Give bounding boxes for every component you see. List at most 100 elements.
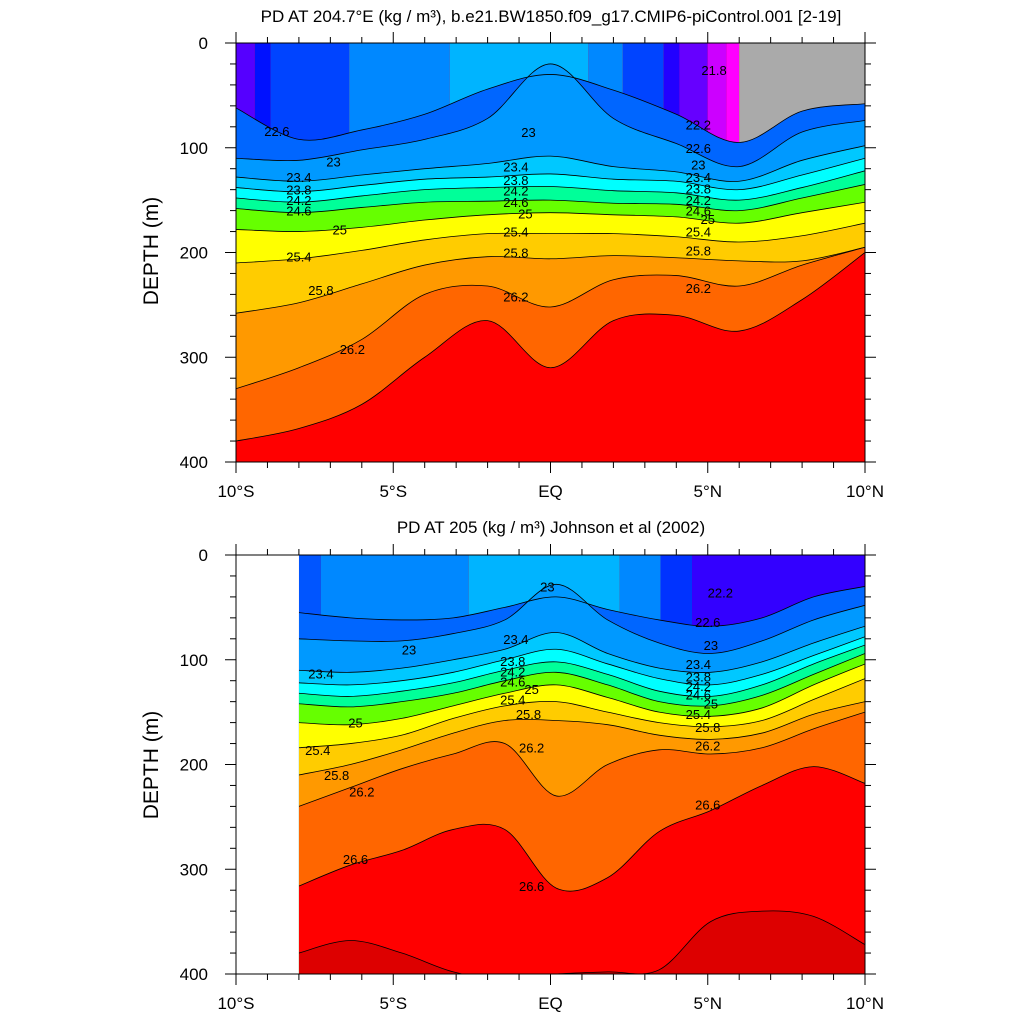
contour-label: 23 [540,579,554,594]
contour-line-22.6 [298,586,865,627]
contour-band-27 [298,910,865,974]
x-tick-label: 10°N [846,994,884,1013]
panel-2-y-axis-label: DEPTH (m) [140,711,163,820]
x-tick-label: EQ [538,482,563,501]
contour-label: 23 [704,638,718,653]
contour-label: 23 [402,642,416,657]
panel-1-title-text: PD AT 204.7°E (kg / m³), b.e21.BW1850.f0… [261,7,842,26]
contour-line-23 [298,583,865,654]
panel-1-plot: 22.62323.423.824.224.62525.425.826.22323… [180,32,884,501]
contour-line-25.4 [298,678,865,749]
contour-line-24.6 [236,184,865,214]
contour-label: 23.4 [686,170,711,185]
contour-label: 22.2 [708,586,733,601]
contour-label: 24.2 [500,664,525,679]
x-tick-label: 5°N [693,994,722,1013]
contour-label: 24.2 [686,193,711,208]
contour-label: 25.8 [695,720,720,735]
contour-line-26.6 [236,252,865,442]
contour-label: 26.2 [349,785,374,800]
contour-label: 23.4 [286,170,311,185]
x-tick-label: 5°N [693,482,722,501]
y-tick-label: 400 [180,453,208,472]
contour-line-23 [236,63,865,168]
x-tick-label: 10°S [217,994,254,1013]
contour-label: 25.4 [686,225,711,240]
panel-2-title: PD AT 205 (kg / m³) Johnson et al (2002) [397,518,705,537]
y-tick-label: 100 [180,651,208,670]
contour-label: 25 [348,716,362,731]
contour-label: 22.6 [695,615,720,630]
x-tick-label: 10°N [846,482,884,501]
y-tick-label: 400 [180,965,208,984]
contour-line-25.8 [236,246,865,314]
contour-line-27 [298,910,865,974]
contour-label: 26.2 [686,281,711,296]
contour-label: 26.6 [343,852,368,867]
contour-label: 25.8 [503,246,528,261]
contour-label: 25.8 [324,768,349,783]
contour-label: 26.6 [519,879,544,894]
contour-label: 26.2 [519,741,544,756]
contour-line-24.2 [298,644,865,698]
contour-line-24.6 [298,653,865,708]
panel-2-plot: 2323.42323.423.824.224.62525.425.82525.4… [180,544,884,1013]
contour-line-23.4 [298,625,865,673]
y-tick-label: 200 [180,244,208,263]
contour-label: 23 [521,125,535,140]
contour-label: 25 [524,682,538,697]
contour-label: 23 [326,154,340,169]
contour-label: 23.4 [308,666,333,681]
contour-label: 25.8 [308,283,333,298]
contour-label: 26.2 [503,289,528,304]
contour-line-25 [236,201,865,232]
contour-label: 25 [333,222,347,237]
panel-1-title: PD AT 204.7°E (kg / m³), b.e21.BW1850.f0… [261,7,842,26]
x-tick-label: 5°S [379,994,407,1013]
contour-label: 24.6 [686,687,711,702]
contour-label: 25.4 [503,225,528,240]
contour-line-22.6 [236,74,865,143]
panel-1-y-axis-label: DEPTH (m) [140,197,163,306]
contour-line-23.8 [236,157,865,193]
y-tick-label: 0 [199,546,208,565]
contour-label: 23 [691,158,705,173]
contour-label: 23.4 [686,657,711,672]
contour-label: 26.6 [695,797,720,812]
contour-label: 24.2 [686,679,711,694]
contour-band-26.6 [236,252,865,462]
contour-label: 23.8 [686,670,711,685]
contour-label: 24.6 [500,675,525,690]
contour-label: 22.6 [264,124,289,139]
contour-label: 25.4 [686,707,711,722]
contour-line-24.2 [236,170,865,203]
contour-label: 24.2 [286,193,311,208]
x-tick-label: 10°S [217,482,254,501]
contour-line-23.8 [298,636,865,686]
contour-label: 23.8 [503,173,528,188]
contour-label: 23.4 [503,160,528,175]
contour-label: 25 [701,212,715,227]
y-tick-label: 300 [180,348,208,367]
contour-line-23.4 [236,145,865,182]
contour-line-26.2 [298,711,865,807]
y-tick-label: 0 [199,34,208,53]
contour-label: 23.8 [286,183,311,198]
y-tick-label: 300 [180,860,208,879]
contour-label: 25.4 [286,250,311,265]
contour-label: 23.8 [500,654,525,669]
contour-label: 25.4 [305,743,330,758]
contour-label: 26.2 [695,739,720,754]
contour-label: 24.2 [503,184,528,199]
contour-line-25.8 [298,701,865,776]
contour-label: 26.2 [340,342,365,357]
contour-label: 25 [518,207,532,222]
contour-label: 24.6 [286,204,311,219]
contour-line-25.4 [236,222,865,264]
x-tick-label: 5°S [379,482,407,501]
contour-label: 25 [704,697,718,712]
contour-label: 25.8 [686,243,711,258]
contour-label: 24.6 [503,195,528,210]
panel-2-title-text: PD AT 205 (kg / m³) Johnson et al (2002) [397,518,705,537]
